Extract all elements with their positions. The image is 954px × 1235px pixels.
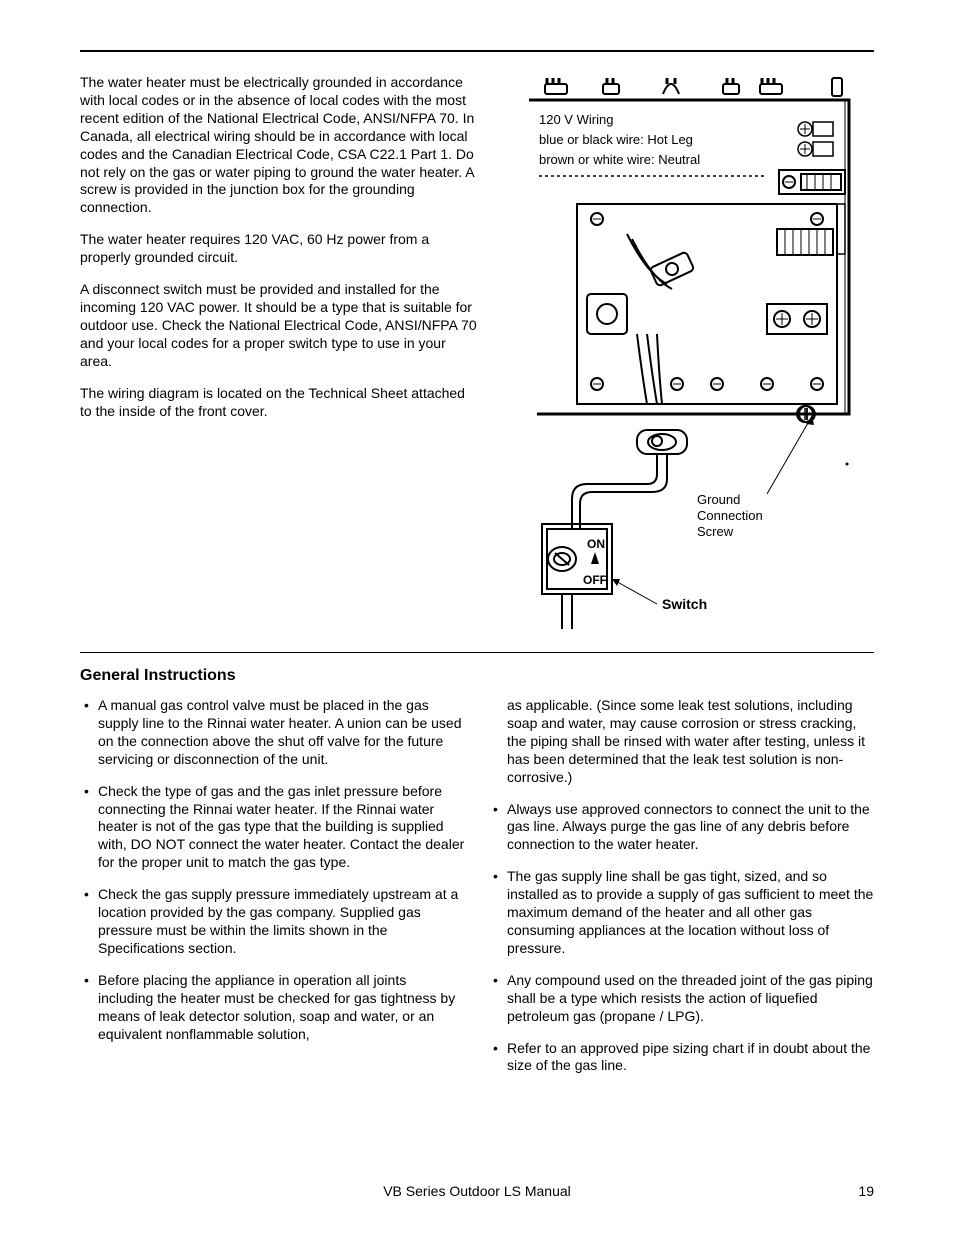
list-item: Before placing the appliance in operatio…	[80, 972, 465, 1044]
paragraph: The water heater must be electrically gr…	[80, 74, 480, 217]
diagram-label-ground1: Ground	[697, 492, 740, 507]
list-item: Any compound used on the threaded joint …	[489, 972, 874, 1026]
continuation-text: as applicable. (Since some leak test sol…	[489, 697, 874, 787]
list-item: A manual gas control valve must be place…	[80, 697, 465, 769]
diagram-label-ground2: Connection	[697, 508, 763, 523]
diagram-label-off: OFF	[583, 573, 607, 587]
diagram-label-ground3: Screw	[697, 524, 734, 539]
bullet-list: Always use approved connectors to connec…	[489, 801, 874, 1076]
diagram-label-switch: Switch	[662, 596, 707, 612]
diagram-label-neutral: brown or white wire: Neutral	[539, 152, 700, 167]
upper-section: The water heater must be electrically gr…	[80, 74, 874, 634]
instructions-columns: A manual gas control valve must be place…	[80, 697, 874, 1075]
footer-page-number: 19	[858, 1183, 874, 1199]
paragraph: The wiring diagram is located on the Tec…	[80, 385, 480, 421]
page: The water heater must be electrically gr…	[0, 0, 954, 1235]
section-rule	[80, 652, 874, 653]
footer-title: VB Series Outdoor LS Manual	[80, 1183, 874, 1199]
paragraph: A disconnect switch must be provided and…	[80, 281, 480, 371]
top-rule	[80, 50, 874, 52]
bullet-list: A manual gas control valve must be place…	[80, 697, 465, 1043]
diagram-label-hotleg: blue or black wire: Hot Leg	[539, 132, 693, 147]
list-item: Refer to an approved pipe sizing chart i…	[489, 1040, 874, 1076]
paragraph: The water heater requires 120 VAC, 60 Hz…	[80, 231, 480, 267]
wiring-diagram: 120 V Wiring blue or black wire: Hot Leg…	[517, 74, 857, 634]
section-heading: General Instructions	[80, 667, 874, 685]
list-item: Check the gas supply pressure immediatel…	[80, 886, 465, 958]
diagram-column: 120 V Wiring blue or black wire: Hot Leg…	[500, 74, 874, 634]
diagram-label-on: ON	[587, 537, 605, 551]
list-item: Always use approved connectors to connec…	[489, 801, 874, 855]
diagram-label-wiring: 120 V Wiring	[539, 112, 613, 127]
list-item: The gas supply line shall be gas tight, …	[489, 868, 874, 958]
page-footer: VB Series Outdoor LS Manual 19	[80, 1183, 874, 1199]
text-column: The water heater must be electrically gr…	[80, 74, 480, 634]
list-item: Check the type of gas and the gas inlet …	[80, 783, 465, 873]
